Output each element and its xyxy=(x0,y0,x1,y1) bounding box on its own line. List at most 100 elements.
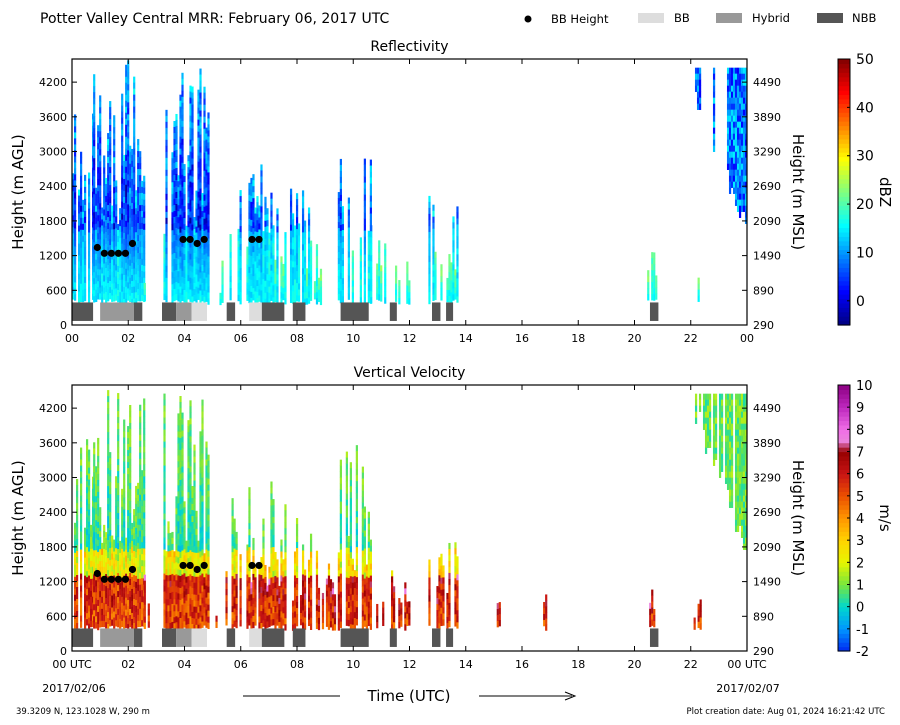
x-tick-label: 04 xyxy=(178,658,192,671)
y-right-tick-label: 290 xyxy=(753,319,774,332)
vertical-velocity-panel: Vertical Velocity06001200180024003000360… xyxy=(9,365,894,671)
colorbar-tick-label: 4 xyxy=(856,512,864,527)
x-tick-label: 00 UTC xyxy=(727,658,767,671)
y-right-tick-label: 3890 xyxy=(753,437,781,450)
bb-height-point xyxy=(114,575,123,583)
bb-height-point xyxy=(193,565,201,574)
panel-title: Vertical Velocity xyxy=(354,365,466,381)
x-tick-label: 02 xyxy=(121,332,135,345)
classification-bar xyxy=(432,628,441,647)
bb-height-point xyxy=(93,569,101,578)
y-tick-label: 0 xyxy=(60,319,67,332)
x-tick-label: 16 xyxy=(515,332,529,345)
x-tick-label: 18 xyxy=(571,658,585,671)
colorbar-tick-label: 50 xyxy=(856,52,874,68)
colorbar-tick-label: 10 xyxy=(856,379,873,394)
legend-dot-bb-height xyxy=(524,15,532,23)
colorbar-tick-label: 40 xyxy=(856,100,874,116)
classification-bar xyxy=(249,302,262,321)
x-tick-label: 12 xyxy=(403,658,417,671)
x-tick-label: 14 xyxy=(459,658,473,671)
y-right-tick-label: 3890 xyxy=(753,111,781,124)
classification-bar xyxy=(191,302,207,321)
x-tick-label: 12 xyxy=(403,332,417,345)
y-right-tick-label: 2690 xyxy=(753,180,781,193)
y-right-tick-label: 2090 xyxy=(753,215,781,228)
colorbar-tick-label: -2 xyxy=(856,645,869,660)
y-tick-label: 3600 xyxy=(39,111,67,124)
classification-bar xyxy=(340,302,369,321)
y-right-tick-label: 890 xyxy=(753,284,774,297)
y-right-tick-label: 290 xyxy=(753,645,774,658)
classification-bar xyxy=(162,302,177,321)
bb-height-point xyxy=(100,575,108,583)
bb-height-point xyxy=(128,239,137,248)
classification-bar xyxy=(226,628,236,647)
legend-swatch-hybrid xyxy=(716,13,742,23)
x-tick-label: 18 xyxy=(571,332,585,345)
y-right-tick-label: 2090 xyxy=(753,541,781,554)
colorbar-tick-label: 3 xyxy=(856,534,864,549)
y-right-tick-label: 3290 xyxy=(753,472,781,485)
y-right-tick-label: 890 xyxy=(753,610,774,623)
y-right-tick-label: 2690 xyxy=(753,506,781,519)
classification-bar xyxy=(249,628,262,647)
x-tick-label: 08 xyxy=(290,658,304,671)
y-tick-label: 3000 xyxy=(39,146,67,159)
colorbar-tick-label: 0 xyxy=(856,294,865,310)
y-tick-label: 4200 xyxy=(39,76,67,89)
classification-bar xyxy=(162,628,177,647)
bb-height-point xyxy=(255,561,263,570)
bb-height-point xyxy=(186,561,194,570)
bb-height-point xyxy=(121,249,130,257)
x-tick-label: 10 xyxy=(346,332,360,345)
colorbar-tick-label: 1 xyxy=(856,579,864,594)
y-tick-label: 1800 xyxy=(39,215,67,228)
classification-bar xyxy=(649,628,659,647)
legend-label: BB xyxy=(674,11,690,25)
y-tick-label: 1200 xyxy=(39,576,67,589)
classification-bar xyxy=(649,302,659,321)
classification-bar xyxy=(292,302,306,321)
echo-field xyxy=(74,390,748,632)
legend-swatch-nbb xyxy=(817,13,843,23)
figure-title: Potter Valley Central MRR: February 06, … xyxy=(40,11,389,27)
bb-height-point xyxy=(186,235,194,244)
x-tick-label: 00 xyxy=(740,332,754,345)
bb-height-point xyxy=(200,235,208,244)
colorbar-tick-label: 8 xyxy=(856,423,864,438)
panels: Reflectivity0600120018002400300036004200… xyxy=(9,39,894,671)
bb-height-point xyxy=(200,561,208,570)
x-tick-label: 20 xyxy=(628,658,642,671)
bb-height-point xyxy=(179,561,187,570)
footer-creation-date: Plot creation date: Aug 01, 2024 16:21:4… xyxy=(687,707,886,717)
y-axis-label: Height (m AGL) xyxy=(9,460,27,575)
y-right-tick-label: 3290 xyxy=(753,146,781,159)
x-tick-label: 00 xyxy=(65,332,79,345)
y-tick-label: 4200 xyxy=(39,402,67,415)
footer-location: 39.3209 N, 123.1028 W, 290 m xyxy=(16,707,150,717)
x-tick-label: 10 xyxy=(346,658,360,671)
legend-label: Hybrid xyxy=(752,11,790,25)
colorbar-tick-label: 10 xyxy=(856,245,874,261)
classification-bar xyxy=(446,302,454,321)
y-right-tick-label: 4490 xyxy=(753,402,781,415)
bb-height-point xyxy=(100,249,108,257)
classification-bar xyxy=(292,628,306,647)
bb-height-point xyxy=(114,249,123,257)
bb-height-point xyxy=(248,561,256,570)
y-tick-label: 1200 xyxy=(39,250,67,263)
x-axis-label: Time (UTC) xyxy=(367,687,451,705)
x-tick-label: 00 UTC xyxy=(52,658,92,671)
bb-height-point xyxy=(193,239,201,248)
bb-height-point xyxy=(179,235,187,244)
colorbar-tick-label: 7 xyxy=(856,446,864,461)
colorbar-tick-label: 5 xyxy=(856,490,864,505)
classification-bar xyxy=(446,628,454,647)
colorbar-tick-label: 0 xyxy=(856,601,864,616)
y-tick-label: 2400 xyxy=(39,506,67,519)
x-tick-label: 20 xyxy=(628,332,642,345)
legend: BB Height BB Hybrid NBB xyxy=(524,11,876,26)
legend-label: NBB xyxy=(852,11,876,25)
